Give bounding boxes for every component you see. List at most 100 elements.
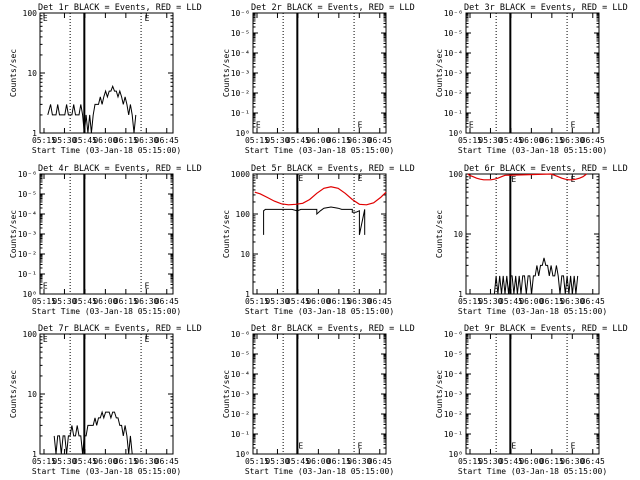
- x-tick-label: 05:45: [286, 457, 310, 466]
- panel-5r: Det 5r BLACK = Events, RED = LLD 1 10 100 10…: [222, 164, 415, 316]
- panel-9r: Det 9r BLACK = Events, RED = LLD 10⁰ 10⁻¹ 1…: [435, 324, 628, 476]
- x-tick-label: 06:45: [581, 297, 605, 306]
- x-tick-label: 05:45: [286, 297, 310, 306]
- event-marker-e: E: [511, 175, 516, 184]
- panel-7r: Det 7r BLACK = Events, RED = LLD 1 10 100 05…: [9, 324, 202, 476]
- x-tick-label: 06:45: [368, 136, 392, 145]
- y-tick-label: 1: [32, 129, 37, 138]
- y-axis-label: Counts/sec: [435, 210, 444, 258]
- series-line-events: [47, 84, 137, 134]
- y-tick-label: 10⁰: [449, 129, 463, 138]
- y-tick-label: 10⁻⁶: [231, 330, 250, 339]
- y-tick-label: 10⁻⁴: [444, 49, 463, 58]
- x-tick-label: 06:30: [134, 457, 158, 466]
- event-marker-e: E: [511, 441, 516, 450]
- y-tick-label: 10⁻⁴: [18, 210, 37, 219]
- event-marker-e: E: [298, 441, 303, 450]
- y-tick-label: 10⁻⁵: [231, 29, 250, 38]
- x-tick-label: 05:45: [286, 136, 310, 145]
- x-tick-label: 05:45: [499, 136, 523, 145]
- x-tick-label: 06:30: [560, 136, 584, 145]
- x-axis-label: Start Time (03-Jan-18 05:15:00): [245, 146, 394, 155]
- y-axis-label: Counts/sec: [9, 49, 18, 97]
- x-tick-label: 06:45: [581, 136, 605, 145]
- y-tick-label: 10⁻⁵: [18, 190, 37, 199]
- plot-frame: [39, 173, 174, 295]
- x-axis-label: Start Time (03-Jan-18 05:15:00): [32, 307, 181, 316]
- y-tick-label: 10⁻²: [18, 250, 37, 259]
- y-tick-label: 10⁻³: [231, 69, 250, 78]
- x-axis-label: Start Time (03-Jan-18 05:15:00): [245, 467, 394, 476]
- series-line-events: [53, 410, 133, 455]
- x-tick-label: 05:30: [478, 297, 502, 306]
- x-tick-label: 06:00: [306, 297, 330, 306]
- x-tick-label: 06:30: [134, 297, 158, 306]
- event-marker-e: E: [358, 441, 363, 450]
- panel-8r: Det 8r BLACK = Events, RED = LLD 10⁰ 10⁻¹ 1…: [222, 324, 415, 476]
- y-axis-label: Counts/sec: [222, 370, 231, 418]
- x-tick-label: 06:15: [114, 136, 138, 145]
- y-tick-label: 10⁻¹: [444, 109, 463, 118]
- event-marker-e: E: [358, 120, 363, 129]
- event-marker-e: E: [43, 281, 48, 290]
- x-tick-label: 06:15: [327, 136, 351, 145]
- y-axis-label: Counts/sec: [435, 370, 444, 418]
- y-tick-label: 1: [32, 450, 37, 459]
- y-tick-label: 10: [27, 69, 37, 78]
- event-marker-e: E: [571, 441, 576, 450]
- y-tick-label: 10⁰: [23, 290, 37, 299]
- y-tick-label: 10⁻²: [231, 89, 250, 98]
- y-tick-label: 10: [27, 390, 37, 399]
- y-axis-label: Counts/sec: [9, 210, 18, 258]
- y-tick-label: 10⁻⁴: [444, 370, 463, 379]
- x-tick-label: 05:15: [32, 457, 56, 466]
- panel-title: Det 4r BLACK = Events, RED = LLD: [38, 164, 202, 174]
- panel-1r: Det 1r BLACK = Events, RED = LLD 1 10 100 05…: [9, 3, 202, 155]
- plot-frame: [252, 12, 387, 134]
- x-axis-label: Start Time (03-Jan-18 05:15:00): [32, 146, 181, 155]
- x-tick-label: 06:00: [93, 136, 117, 145]
- x-tick-label: 05:15: [458, 457, 482, 466]
- y-tick-label: 10⁻¹: [231, 109, 250, 118]
- x-tick-label: 05:15: [32, 136, 56, 145]
- x-tick-label: 06:15: [114, 297, 138, 306]
- x-tick-label: 05:15: [458, 297, 482, 306]
- x-tick-label: 05:45: [73, 297, 97, 306]
- x-tick-label: 05:45: [73, 136, 97, 145]
- x-tick-label: 06:30: [134, 136, 158, 145]
- x-tick-label: 06:00: [93, 457, 117, 466]
- x-tick-label: 06:00: [306, 136, 330, 145]
- x-axis-label: Start Time (03-Jan-18 05:15:00): [458, 467, 607, 476]
- y-tick-label: 10⁻⁵: [444, 29, 463, 38]
- x-tick-label: 06:00: [93, 297, 117, 306]
- x-tick-label: 05:30: [478, 136, 502, 145]
- y-tick-label: 10⁻⁴: [231, 370, 250, 379]
- panel-6r: Det 6r BLACK = Events, RED = LLD 1 10 100 05…: [435, 164, 628, 316]
- x-tick-label: 06:15: [327, 297, 351, 306]
- x-tick-label: 06:15: [327, 457, 351, 466]
- y-tick-label: 10⁻²: [444, 89, 463, 98]
- x-axis-label: Start Time (03-Jan-18 05:15:00): [458, 146, 607, 155]
- event-marker-e: E: [469, 120, 474, 129]
- x-tick-label: 06:30: [347, 136, 371, 145]
- plot-frame: [465, 12, 600, 134]
- y-tick-label: 10⁻¹: [18, 270, 37, 279]
- x-tick-label: 05:15: [245, 136, 269, 145]
- y-tick-label: 10⁻⁴: [231, 49, 250, 58]
- panel-title: Det 9r BLACK = Events, RED = LLD: [464, 324, 628, 334]
- panel-title: Det 6r BLACK = Events, RED = LLD: [464, 164, 628, 174]
- event-marker-e: E: [145, 281, 150, 290]
- series-line-events: [493, 257, 579, 295]
- panel-title: Det 1r BLACK = Events, RED = LLD: [38, 3, 202, 13]
- x-tick-label: 06:30: [560, 457, 584, 466]
- series-line-lld: [467, 173, 587, 181]
- y-tick-label: 100: [236, 210, 251, 219]
- x-tick-label: 05:30: [52, 136, 76, 145]
- x-tick-label: 06:45: [368, 457, 392, 466]
- y-tick-label: 10⁰: [449, 450, 463, 459]
- event-marker-e: E: [145, 14, 150, 23]
- series-line-lld: [254, 186, 387, 206]
- y-tick-label: 10: [453, 230, 463, 239]
- y-tick-label: 10⁰: [236, 129, 250, 138]
